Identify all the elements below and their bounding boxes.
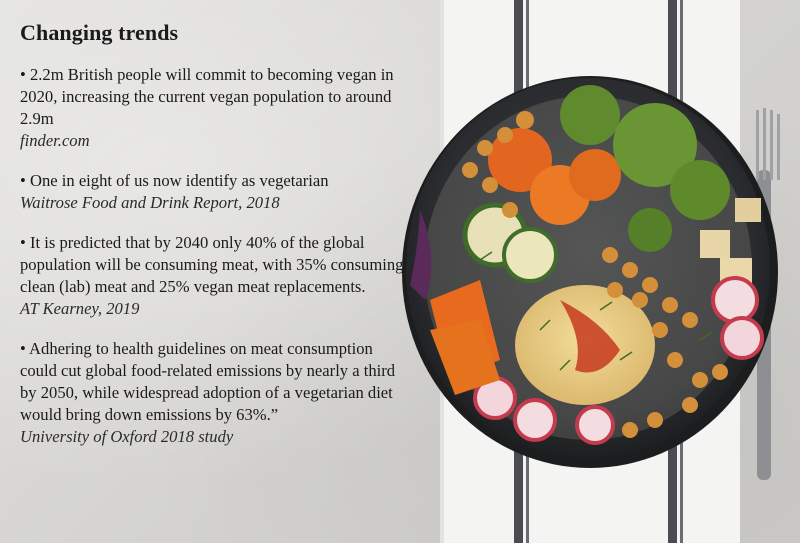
bowl-food [410, 85, 764, 445]
fact-text: One in eight of us now identify as veget… [20, 170, 410, 192]
fact-item: Adhering to health guidelines on meat co… [20, 338, 410, 448]
heading: Changing trends [20, 20, 179, 45]
fact-source: University of Oxford 2018 study [20, 427, 234, 446]
fact-text: Adhering to health guidelines on meat co… [20, 338, 410, 426]
fact-text: 2.2m British people will commit to becom… [20, 64, 410, 130]
fact-item: It is predicted that by 2040 only 40% of… [20, 232, 410, 320]
text-panel: Changing trends 2.2m British people will… [20, 20, 410, 466]
fact-source: Waitrose Food and Drink Report, 2018 [20, 193, 280, 212]
fact-source: finder.com [20, 131, 90, 150]
fact-item: One in eight of us now identify as veget… [20, 170, 410, 214]
fact-text: It is predicted that by 2040 only 40% of… [20, 232, 410, 298]
fact-item: 2.2m British people will commit to becom… [20, 64, 410, 152]
fact-source: AT Kearney, 2019 [20, 299, 140, 318]
